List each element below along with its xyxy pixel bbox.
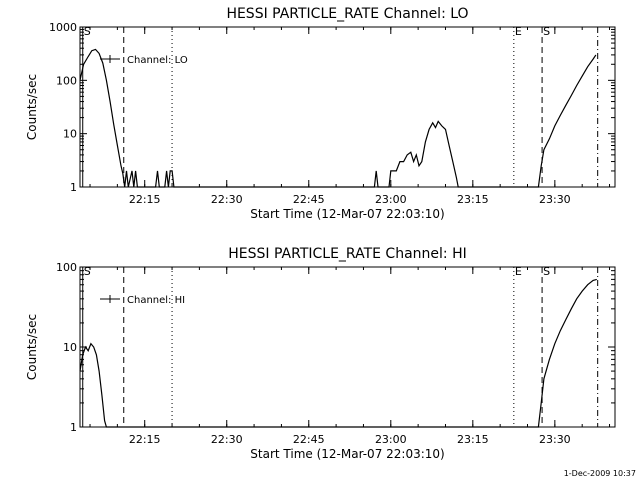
x-tick-label: 23:15	[457, 193, 489, 206]
x-tick-label: 23:15	[457, 433, 489, 446]
chart-title: HESSI PARTICLE_RATE Channel: LO	[226, 6, 468, 22]
y-axis-label: Counts/sec	[25, 74, 39, 140]
chart-title: HESSI PARTICLE_RATE Channel: HI	[228, 246, 466, 262]
series-line	[79, 48, 597, 188]
x-tick-label: 23:30	[539, 433, 571, 446]
y-tick-label: 1	[70, 421, 77, 434]
x-tick-label: 23:30	[539, 193, 571, 206]
legend-entry: Channel: HI	[127, 295, 185, 306]
series-line	[79, 278, 597, 428]
event-marker-label: E	[515, 265, 522, 278]
x-axis-label: Start Time (12-Mar-07 22:03:10)	[250, 447, 444, 461]
event-marker-label: E	[515, 25, 522, 38]
plot-frame	[79, 266, 616, 428]
y-tick-label: 1	[70, 181, 77, 194]
y-tick-label: 100	[56, 261, 77, 274]
event-marker-label: S	[543, 265, 550, 278]
x-tick-label: 22:15	[129, 193, 161, 206]
chart-panel-1: HESSI PARTICLE_RATE Channel: HI 22:15 22:3…	[25, 246, 616, 461]
y-tick-label: 10	[63, 128, 77, 141]
legend-entry: Channel: LO	[127, 55, 188, 66]
x-tick-label: 22:15	[129, 433, 161, 446]
x-tick-label: 22:30	[211, 193, 243, 206]
y-tick-label: 100	[56, 74, 77, 87]
y-tick-label: 1000	[49, 21, 77, 34]
footer-timestamp: 1-Dec-2009 10:37	[563, 469, 636, 478]
x-tick-label: 22:30	[211, 433, 243, 446]
y-axis-label: Counts/sec	[25, 314, 39, 380]
x-axis-label: Start Time (12-Mar-07 22:03:10)	[250, 207, 444, 221]
x-tick-label: 23:00	[375, 433, 407, 446]
event-marker-label: S	[84, 25, 91, 38]
plot-frame	[79, 26, 616, 188]
x-tick-label: 22:45	[293, 193, 325, 206]
event-marker-label: S	[543, 25, 550, 38]
x-tick-label: 22:45	[293, 433, 325, 446]
x-tick-label: 23:00	[375, 193, 407, 206]
chart-panel-0: HESSI PARTICLE_RATE Channel: LO 22:15 22:3…	[25, 6, 616, 221]
event-marker-label: S	[84, 265, 91, 278]
y-tick-label: 10	[63, 341, 77, 354]
